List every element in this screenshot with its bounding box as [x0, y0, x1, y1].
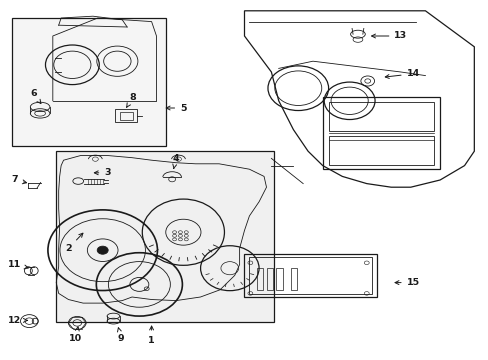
Text: 11: 11 [8, 260, 28, 269]
Bar [56, 151, 273, 322]
Text: 7: 7 [11, 175, 26, 184]
Bar [276, 268, 282, 290]
Text: 2: 2 [65, 233, 83, 253]
Bar [12, 18, 166, 146]
Text: 10: 10 [69, 327, 82, 343]
Text: 1: 1 [148, 326, 155, 345]
Text: 12: 12 [8, 316, 27, 325]
Bar [115, 109, 137, 122]
Text: 4: 4 [172, 154, 179, 168]
Text: 5: 5 [166, 104, 186, 112]
Text: 6: 6 [30, 89, 41, 104]
Circle shape [97, 246, 108, 254]
Bar [249, 257, 371, 294]
Bar [328, 136, 433, 165]
Text: 15: 15 [394, 278, 419, 287]
Bar [256, 268, 263, 290]
Bar [322, 97, 439, 169]
Text: 14: 14 [385, 69, 419, 78]
Bar [290, 268, 297, 290]
Text: 9: 9 [117, 328, 124, 343]
Text: 8: 8 [126, 93, 136, 107]
Bar [120, 112, 132, 120]
Text: 13: 13 [371, 31, 407, 40]
Bar [328, 102, 433, 131]
Text: 3: 3 [94, 168, 111, 177]
Bar [266, 268, 272, 290]
Bar [244, 254, 376, 297]
